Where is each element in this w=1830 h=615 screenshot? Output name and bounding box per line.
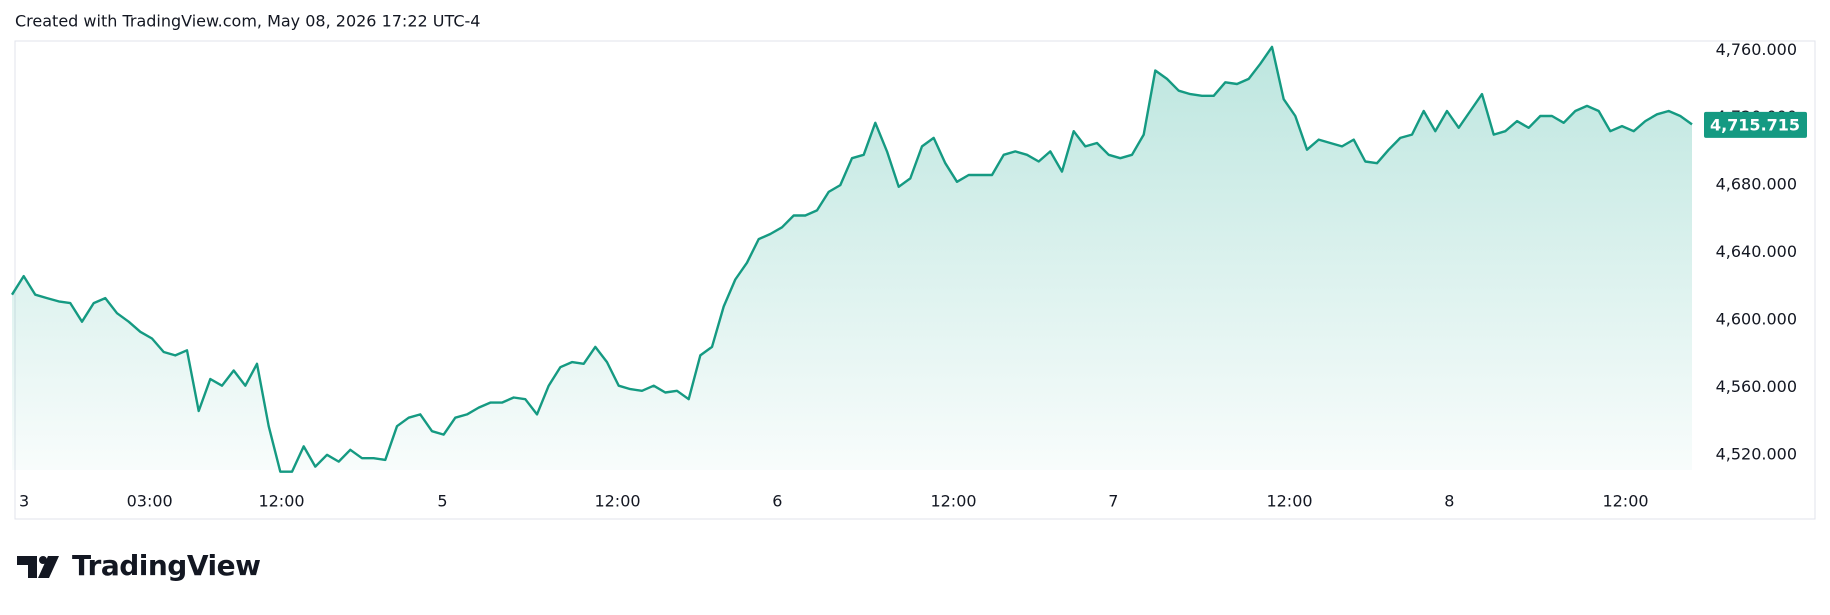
y-tick-label: 4,520.000 bbox=[1716, 444, 1797, 463]
x-tick-label: 12:00 bbox=[258, 492, 304, 511]
y-tick-label: 4,600.000 bbox=[1716, 309, 1797, 328]
x-tick-label: 12:00 bbox=[594, 492, 640, 511]
y-tick-label: 4,680.000 bbox=[1716, 175, 1797, 194]
area-fill bbox=[12, 46, 1692, 472]
x-tick-label: 7 bbox=[1108, 492, 1118, 511]
price-line bbox=[10, 45, 1693, 473]
x-tick-label: 03:00 bbox=[127, 492, 173, 511]
logo bbox=[17, 556, 59, 578]
x-tick-label: 5 bbox=[437, 492, 447, 511]
last-price-label: 4,715.715 bbox=[1710, 115, 1800, 134]
brand: TradingView bbox=[72, 549, 260, 582]
x-tick-label: 3 bbox=[19, 492, 29, 511]
x-tick-label: 12:00 bbox=[1602, 492, 1648, 511]
y-tick-label: 4,760.000 bbox=[1716, 40, 1797, 59]
x-tick-label: 12:00 bbox=[930, 492, 976, 511]
x-tick-label: 8 bbox=[1444, 492, 1454, 511]
x-tick-label: 12:00 bbox=[1266, 492, 1312, 511]
header: Created with TradingView.com, May 08, 20… bbox=[15, 12, 480, 31]
y-tick-label: 4,640.000 bbox=[1716, 242, 1797, 261]
chart-frame bbox=[14, 40, 1816, 520]
y-tick-label: 4,560.000 bbox=[1716, 377, 1797, 396]
last-price-badge bbox=[1704, 111, 1807, 138]
x-tick-label: 6 bbox=[772, 492, 782, 511]
